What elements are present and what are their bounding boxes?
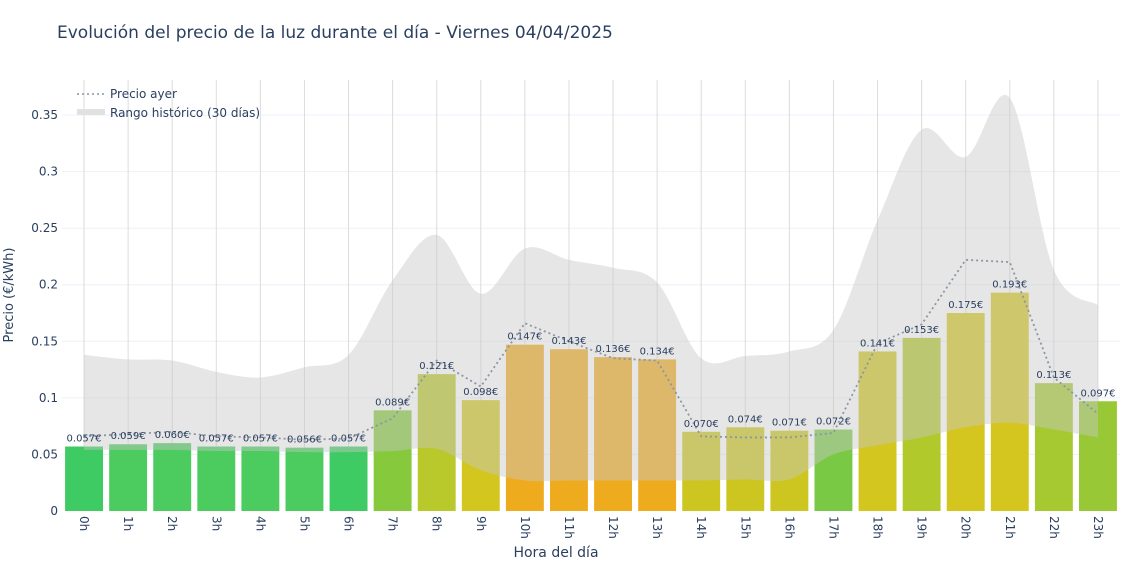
price-bar (814, 429, 853, 511)
x-tick-label: 0h (77, 516, 91, 531)
price-bar (1034, 383, 1073, 511)
x-tick-label: 1h (121, 516, 135, 531)
axes: 0 0.05 0.1 0.15 0.2 0.25 0.3 0.35 0h 1h 2h 3h 4h 5h 6h… (31, 108, 1105, 539)
y-tick-label: 0 (50, 504, 58, 518)
price-bar (550, 349, 588, 511)
price-bar (373, 410, 412, 511)
price-bar (109, 444, 148, 511)
price-bar (594, 357, 632, 511)
x-tick-label: 9h (474, 516, 488, 531)
x-tick-label: 4h (253, 516, 267, 531)
price-bar (858, 351, 897, 511)
bar-value-label: 0.143€ (551, 336, 586, 347)
price-bar (241, 446, 280, 511)
bar-value-label: 0.147€ (507, 332, 542, 343)
x-tick-label: 11h (562, 516, 576, 539)
x-tick-label: 16h (782, 516, 796, 539)
x-tick-label: 21h (1003, 516, 1017, 539)
bar-value-label: 0.057€ (199, 434, 234, 445)
price-bar (197, 446, 236, 511)
yesterday-line (83, 258, 1099, 441)
y-tick-label: 0.2 (39, 278, 58, 292)
price-bar (770, 430, 809, 511)
x-tick-label: 22h (1047, 516, 1061, 539)
price-bar (726, 427, 765, 511)
bar-value-label: 0.113€ (1036, 370, 1071, 381)
bar-value-label: 0.057€ (67, 434, 102, 445)
yesterday-price-line (83, 258, 1099, 441)
price-bar (153, 443, 192, 511)
bar-value-label: 0.059€ (111, 431, 146, 442)
y-tick-label: 0.35 (31, 108, 58, 122)
x-axis-title: Hora del día (513, 545, 598, 561)
x-tick-label: 20h (959, 516, 973, 539)
bar-labels: 0.057€ 0.059€ 0.060€ 0.057€ 0.057€ 0.056€ 0.05… (67, 280, 1116, 446)
price-bar (65, 446, 103, 511)
bar-value-label: 0.153€ (904, 325, 939, 336)
x-tick-label: 12h (606, 516, 620, 539)
bar-value-label: 0.089€ (375, 397, 410, 408)
bar-value-label: 0.098€ (463, 387, 498, 398)
x-tick-label: 15h (738, 516, 752, 539)
x-tick-label: 23h (1091, 516, 1105, 539)
price-bar (329, 446, 368, 511)
bar-value-label: 0.060€ (155, 430, 190, 441)
bars (65, 292, 1117, 511)
bar-value-label: 0.057€ (331, 434, 366, 445)
x-tick-label: 14h (694, 516, 708, 539)
price-bar (461, 400, 500, 511)
x-tick-label: 2h (165, 516, 179, 531)
price-bar (1079, 401, 1117, 511)
bar-value-label: 0.057€ (243, 434, 278, 445)
price-bar (505, 344, 544, 511)
bar-value-label: 0.136€ (596, 344, 631, 355)
legend-historic[interactable]: Rango histórico (30 días) (110, 106, 260, 120)
bar-value-label: 0.134€ (640, 346, 675, 357)
price-bar (902, 337, 941, 511)
x-tick-label: 5h (297, 516, 311, 531)
y-tick-label: 0.15 (31, 334, 58, 348)
bar-value-label: 0.070€ (684, 419, 719, 430)
x-tick-label: 19h (915, 516, 929, 539)
bar-value-label: 0.175€ (948, 300, 983, 311)
x-tick-label: 6h (342, 516, 356, 531)
historic-range-band (84, 94, 1098, 482)
y-tick-label: 0.3 (39, 165, 58, 179)
x-tick-label: 8h (430, 516, 444, 531)
bar-value-label: 0.072€ (816, 417, 851, 428)
price-bar (638, 359, 677, 511)
bar-value-label: 0.121€ (419, 361, 454, 372)
bar-value-label: 0.193€ (992, 280, 1027, 291)
bar-value-label: 0.056€ (287, 435, 322, 446)
y-tick-label: 0.25 (31, 221, 58, 235)
y-tick-label: 0.1 (39, 391, 58, 405)
bar-value-label: 0.074€ (728, 414, 763, 425)
x-tick-label: 13h (650, 516, 664, 539)
price-bar (682, 431, 721, 511)
chart-title: Evolución del precio de la luz durante e… (57, 23, 613, 43)
x-tick-label: 10h (518, 516, 532, 539)
x-tick-label: 18h (871, 516, 885, 539)
bar-value-label: 0.141€ (860, 338, 895, 349)
x-tick-label: 3h (209, 516, 223, 531)
x-tick-label: 7h (386, 516, 400, 531)
y-axis-title: Precio (€/kWh) (2, 248, 17, 343)
y-tick-label: 0.05 (31, 447, 58, 461)
price-bar (946, 313, 985, 511)
price-bar (990, 292, 1029, 511)
legend-yesterday[interactable]: Precio ayer (110, 87, 177, 101)
price-bar (417, 374, 456, 511)
bar-value-label: 0.097€ (1080, 388, 1115, 399)
bar-value-label: 0.071€ (772, 418, 807, 429)
x-tick-label: 17h (826, 516, 840, 539)
historic-range-area (84, 94, 1098, 482)
legend-band-swatch (77, 109, 105, 115)
price-bar (285, 447, 324, 511)
legend[interactable]: Precio ayer Rango histórico (30 días) (77, 87, 260, 120)
